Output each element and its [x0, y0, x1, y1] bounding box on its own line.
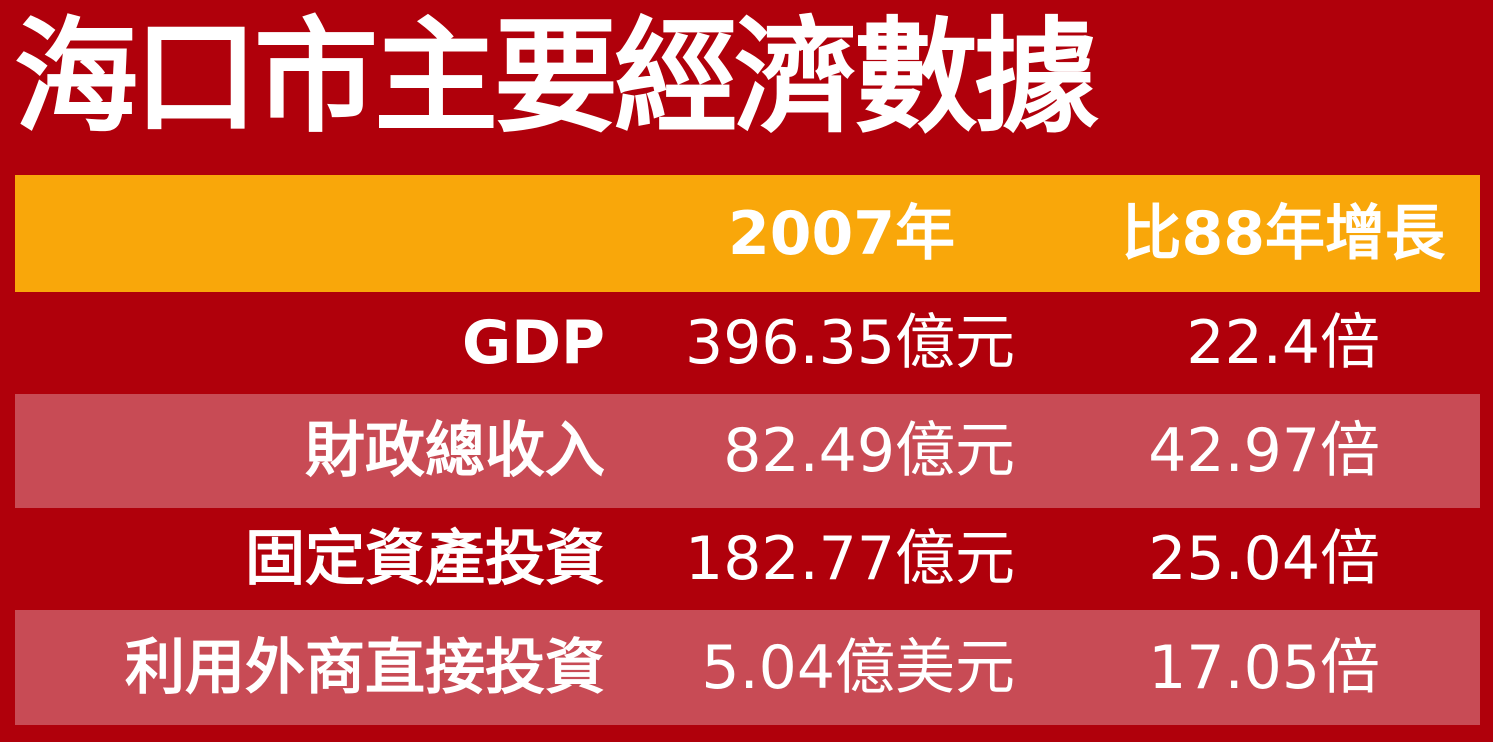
- cell-value: 182.77億元: [685, 524, 1015, 594]
- row-label: 固定資產投資: [245, 524, 605, 594]
- row-label: 財政總收入: [305, 416, 605, 486]
- column-header: 比88年增長: [1121, 199, 1446, 269]
- row-label: 利用外商直接投資: [125, 632, 605, 703]
- cell-value: 25.04倍: [1148, 524, 1380, 594]
- cell-value: 17.05倍: [1148, 632, 1380, 703]
- cell-value: 82.49億元: [723, 416, 1015, 486]
- cell-value: 42.97倍: [1148, 416, 1380, 486]
- column-header: 2007年: [728, 199, 955, 269]
- row-label: GDP: [461, 307, 605, 378]
- cell-value: 5.04億美元: [701, 632, 1015, 703]
- cell-value: 22.4倍: [1186, 307, 1380, 378]
- row-band: [15, 610, 1480, 725]
- cell-value: 396.35億元: [685, 307, 1015, 378]
- title: 海口市主要經濟數據: [14, 6, 1098, 150]
- row-band: [15, 394, 1480, 508]
- header-band: [15, 175, 1480, 292]
